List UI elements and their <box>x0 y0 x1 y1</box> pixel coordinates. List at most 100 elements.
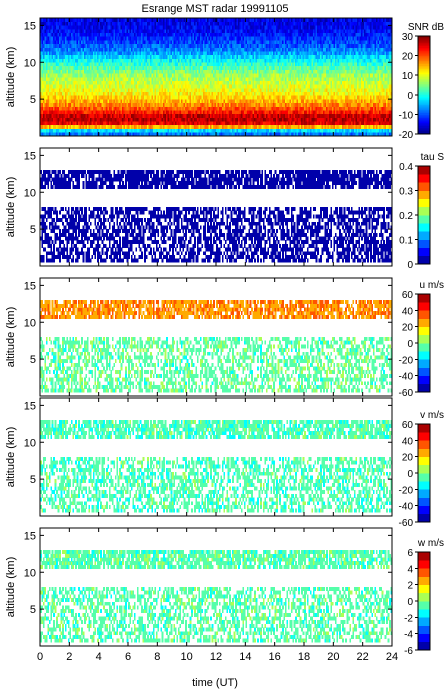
data-cell <box>86 121 89 126</box>
data-cell <box>78 128 80 133</box>
data-cell <box>160 102 163 107</box>
data-cell <box>67 106 70 111</box>
data-cell <box>358 113 361 118</box>
data-cell <box>66 121 69 126</box>
data-cell <box>202 110 205 115</box>
data-cell <box>287 106 290 111</box>
data-cell <box>57 95 60 100</box>
data-cell <box>276 110 278 115</box>
data-cell <box>182 117 185 122</box>
data-cell <box>94 95 97 100</box>
data-cell <box>268 117 271 122</box>
data-cell <box>106 121 108 126</box>
data-cell <box>264 99 267 104</box>
data-cell <box>214 106 217 111</box>
data-cell <box>92 110 95 115</box>
data-cell <box>283 95 286 100</box>
data-cell <box>308 102 311 107</box>
data-cell <box>282 99 284 104</box>
data-cell <box>254 117 256 122</box>
data-cell <box>114 99 117 104</box>
data-cell <box>176 110 179 115</box>
data-cell <box>139 132 142 137</box>
data-cell <box>201 124 204 129</box>
data-cell <box>292 117 295 122</box>
data-cell <box>293 128 296 133</box>
data-cell <box>66 132 69 137</box>
data-cell <box>258 99 261 104</box>
data-cell <box>108 110 111 115</box>
data-cell <box>289 124 292 129</box>
data-cell <box>51 99 54 104</box>
data-cell <box>169 132 171 137</box>
data-cell <box>158 95 161 100</box>
data-cell <box>346 110 349 115</box>
data-cell <box>86 102 89 107</box>
data-cell <box>50 132 53 137</box>
data-cell <box>152 106 155 111</box>
data-cell <box>201 102 204 107</box>
data-cell <box>370 121 372 126</box>
data-cell <box>167 99 170 104</box>
data-cell <box>326 121 328 126</box>
data-cell <box>167 106 170 111</box>
data-cell <box>136 113 139 118</box>
data-cell <box>72 132 75 137</box>
data-cell <box>280 99 283 104</box>
data-cell <box>258 124 261 129</box>
data-cell <box>158 110 161 115</box>
data-cell <box>111 121 114 126</box>
data-cell <box>163 124 165 129</box>
data-cell <box>147 128 149 133</box>
data-cell <box>362 124 365 129</box>
data-cell <box>167 121 170 126</box>
data-cell <box>314 106 317 111</box>
data-cell <box>79 102 82 107</box>
data-cell <box>280 128 283 133</box>
data-cell <box>305 132 308 137</box>
data-cell <box>177 124 180 129</box>
data-cell <box>217 121 220 126</box>
data-cell <box>169 121 171 126</box>
data-cell <box>160 113 163 118</box>
data-cell <box>287 99 290 104</box>
data-cell <box>218 113 221 118</box>
data-cell <box>208 95 211 100</box>
data-cell <box>57 121 60 126</box>
data-cell <box>132 117 135 122</box>
data-cell <box>349 121 352 126</box>
data-cell <box>51 128 54 133</box>
data-cell <box>144 117 146 122</box>
data-cell <box>283 128 286 133</box>
data-cell <box>221 132 224 137</box>
data-cell <box>383 99 385 104</box>
data-cell <box>104 102 107 107</box>
data-cell <box>324 128 327 133</box>
data-cell <box>40 121 42 126</box>
data-cell <box>326 113 328 118</box>
data-cell <box>248 95 251 100</box>
data-cell <box>167 117 170 122</box>
data-cell <box>117 106 120 111</box>
data-cell <box>236 124 239 129</box>
data-cell <box>130 102 133 107</box>
data-cell <box>389 117 391 122</box>
data-cell <box>367 113 369 118</box>
data-cell <box>233 124 236 129</box>
data-cell <box>185 106 187 111</box>
data-cell <box>282 121 284 126</box>
data-cell <box>41 102 44 107</box>
data-cell <box>204 132 207 137</box>
data-cell <box>328 121 331 126</box>
data-cell <box>238 132 240 137</box>
data-cell <box>321 110 324 115</box>
data-cell <box>59 117 61 122</box>
data-cell <box>192 110 195 115</box>
data-cell <box>361 106 363 111</box>
data-cell <box>246 102 249 107</box>
data-cell <box>192 102 195 107</box>
data-cell <box>201 110 204 115</box>
data-cell <box>233 110 236 115</box>
data-cell <box>317 128 319 133</box>
data-cell <box>324 117 327 122</box>
